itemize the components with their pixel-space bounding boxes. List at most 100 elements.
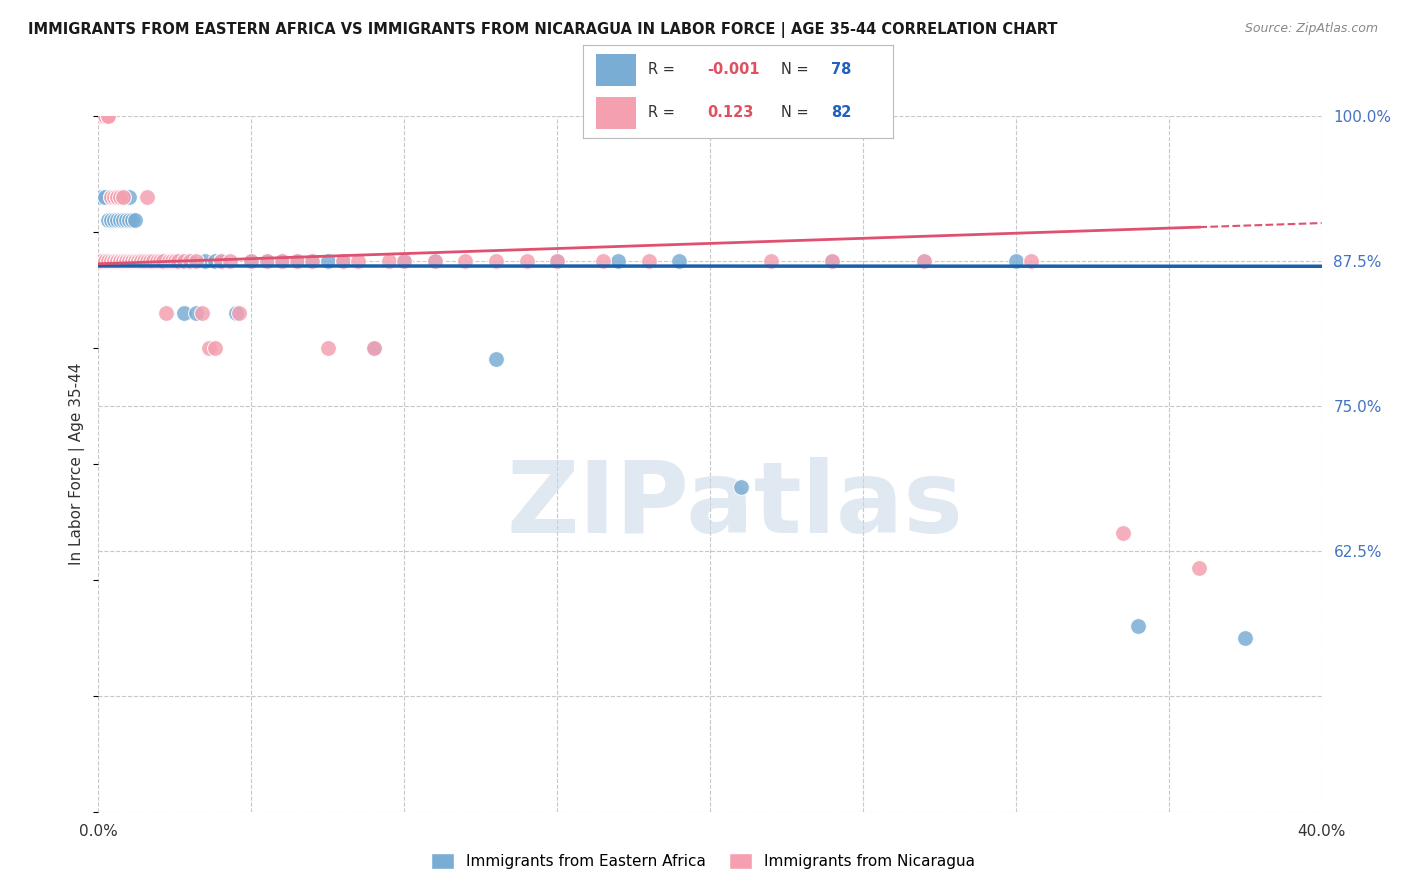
Point — [97, 109, 120, 123]
Text: N =: N = — [782, 104, 808, 120]
Point — [240, 253, 263, 268]
Point — [103, 253, 125, 268]
Point — [121, 213, 143, 227]
Point — [912, 253, 935, 268]
Point — [115, 253, 138, 268]
Point — [139, 253, 162, 268]
Point — [285, 253, 308, 268]
Point — [186, 306, 208, 320]
Point — [103, 253, 125, 268]
Point — [118, 190, 141, 204]
Point — [363, 341, 385, 355]
Point — [157, 253, 180, 268]
Point — [139, 253, 162, 268]
Point — [1019, 253, 1042, 268]
Text: ZIPatlas: ZIPatlas — [506, 457, 963, 554]
Point — [821, 253, 844, 268]
Point — [821, 253, 844, 268]
Point — [103, 253, 125, 268]
Point — [423, 253, 446, 268]
Point — [179, 253, 201, 268]
Point — [191, 306, 214, 320]
Point — [1004, 253, 1026, 268]
Point — [219, 253, 242, 268]
Text: -0.001: -0.001 — [707, 62, 759, 78]
Point — [127, 253, 149, 268]
Point — [103, 190, 125, 204]
Point — [228, 306, 250, 320]
Point — [105, 213, 128, 227]
Point — [155, 253, 177, 268]
Point — [167, 253, 190, 268]
Point — [93, 109, 115, 123]
Point — [111, 253, 134, 268]
Point — [301, 253, 323, 268]
Text: 82: 82 — [831, 104, 851, 120]
Point — [108, 253, 131, 268]
Point — [204, 253, 226, 268]
Point — [115, 213, 138, 227]
Point — [152, 253, 174, 268]
Point — [145, 253, 167, 268]
Point — [759, 253, 782, 268]
Point — [105, 253, 128, 268]
Point — [100, 190, 122, 204]
Point — [90, 253, 112, 268]
Point — [454, 253, 477, 268]
Point — [332, 253, 354, 268]
Point — [108, 190, 131, 204]
Point — [378, 253, 401, 268]
Point — [129, 253, 152, 268]
Point — [93, 253, 115, 268]
Text: 78: 78 — [831, 62, 851, 78]
Point — [100, 190, 122, 204]
Point — [127, 253, 149, 268]
Point — [256, 253, 278, 268]
Point — [108, 190, 131, 204]
Point — [186, 253, 208, 268]
Point — [209, 253, 232, 268]
Point — [270, 253, 292, 268]
Point — [363, 341, 385, 355]
Point — [108, 253, 131, 268]
Point — [145, 253, 167, 268]
Point — [105, 190, 128, 204]
Point — [105, 253, 128, 268]
Point — [124, 253, 146, 268]
Point — [124, 213, 146, 227]
Point — [256, 253, 278, 268]
Text: 0.123: 0.123 — [707, 104, 754, 120]
Point — [149, 253, 172, 268]
Point — [204, 341, 226, 355]
Point — [668, 253, 690, 268]
Point — [423, 253, 446, 268]
Y-axis label: In Labor Force | Age 35-44: In Labor Force | Age 35-44 — [69, 363, 86, 565]
Point — [912, 253, 935, 268]
Point — [97, 253, 120, 268]
Point — [392, 253, 416, 268]
Point — [160, 253, 183, 268]
Legend: Immigrants from Eastern Africa, Immigrants from Nicaragua: Immigrants from Eastern Africa, Immigran… — [425, 847, 981, 875]
Point — [105, 190, 128, 204]
Point — [97, 213, 120, 227]
Point — [134, 253, 156, 268]
Point — [485, 352, 508, 367]
Point — [105, 253, 128, 268]
Point — [121, 253, 143, 268]
Point — [347, 253, 370, 268]
Point — [1112, 526, 1135, 541]
Point — [105, 190, 128, 204]
Point — [170, 253, 193, 268]
FancyBboxPatch shape — [596, 97, 636, 129]
Point — [225, 306, 247, 320]
Point — [194, 253, 217, 268]
Point — [592, 253, 614, 268]
Point — [111, 190, 134, 204]
Point — [90, 253, 112, 268]
Point — [136, 253, 159, 268]
Point — [136, 253, 159, 268]
Point — [97, 253, 120, 268]
Point — [1188, 561, 1211, 575]
Point — [155, 306, 177, 320]
Point — [173, 306, 195, 320]
